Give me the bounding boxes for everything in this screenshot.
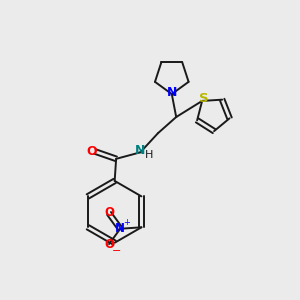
Text: O: O <box>104 238 114 251</box>
Text: O: O <box>86 145 97 158</box>
Text: O: O <box>104 206 114 219</box>
Text: −: − <box>112 246 121 256</box>
Text: H: H <box>145 150 153 160</box>
Text: N: N <box>135 144 146 158</box>
Text: N: N <box>167 86 177 99</box>
Text: N: N <box>115 222 125 235</box>
Text: S: S <box>199 92 208 105</box>
Text: +: + <box>123 218 130 227</box>
